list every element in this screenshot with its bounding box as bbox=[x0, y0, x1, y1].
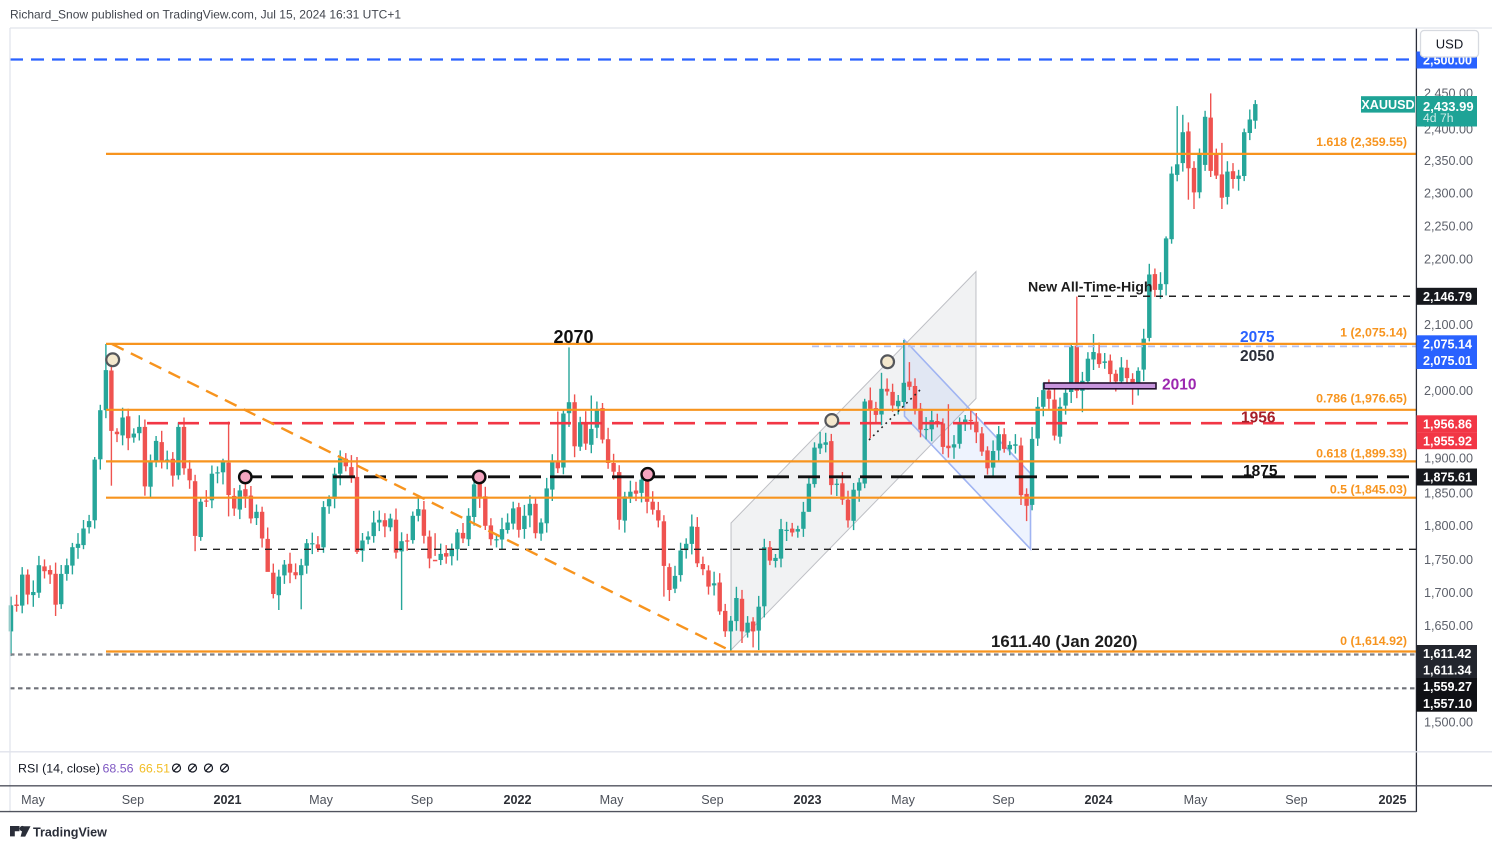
svg-text:1 (2,075.14): 1 (2,075.14) bbox=[1340, 326, 1407, 340]
svg-text:May: May bbox=[21, 793, 45, 807]
svg-text:0.618 (1,899.33): 0.618 (1,899.33) bbox=[1316, 447, 1407, 461]
svg-text:2,075.14: 2,075.14 bbox=[1423, 337, 1472, 351]
svg-text:0.5 (1,845.03): 0.5 (1,845.03) bbox=[1330, 483, 1407, 497]
svg-text:1,500.00: 1,500.00 bbox=[1424, 716, 1473, 730]
svg-text:66.51: 66.51 bbox=[139, 762, 170, 776]
svg-text:2,300.00: 2,300.00 bbox=[1424, 187, 1473, 201]
svg-text:1956: 1956 bbox=[1241, 410, 1276, 427]
svg-text:May: May bbox=[1184, 793, 1208, 807]
svg-text:2,100.00: 2,100.00 bbox=[1424, 318, 1473, 332]
svg-text:2,200.00: 2,200.00 bbox=[1424, 253, 1473, 267]
svg-text:68.56: 68.56 bbox=[103, 762, 134, 776]
svg-text:New All-Time-High: New All-Time-High bbox=[1028, 280, 1153, 296]
svg-text:1,559.27: 1,559.27 bbox=[1423, 680, 1472, 694]
svg-text:2021: 2021 bbox=[213, 793, 241, 807]
svg-text:2,350.00: 2,350.00 bbox=[1424, 154, 1473, 168]
svg-text:2075: 2075 bbox=[1240, 329, 1275, 346]
svg-text:2,146.79: 2,146.79 bbox=[1423, 290, 1472, 304]
svg-text:2023: 2023 bbox=[793, 793, 821, 807]
svg-text:2024: 2024 bbox=[1084, 793, 1112, 807]
svg-text:2025: 2025 bbox=[1378, 793, 1406, 807]
svg-text:1,900.00: 1,900.00 bbox=[1424, 452, 1473, 466]
svg-text:0 (1,614.92): 0 (1,614.92) bbox=[1340, 634, 1407, 648]
svg-text:1,850.00: 1,850.00 bbox=[1424, 487, 1473, 501]
svg-text:May: May bbox=[309, 793, 333, 807]
svg-text:Richard_Snow published on Trad: Richard_Snow published on TradingView.co… bbox=[10, 8, 401, 22]
svg-text:1,955.92: 1,955.92 bbox=[1423, 434, 1472, 448]
svg-text:TradingView: TradingView bbox=[33, 826, 107, 840]
svg-text:2,250.00: 2,250.00 bbox=[1424, 220, 1473, 234]
svg-text:Sep: Sep bbox=[701, 793, 723, 807]
svg-text:2022: 2022 bbox=[503, 793, 531, 807]
svg-text:1,611.42: 1,611.42 bbox=[1423, 647, 1471, 661]
svg-text:May: May bbox=[891, 793, 915, 807]
svg-text:Sep: Sep bbox=[1285, 793, 1307, 807]
svg-text:2050: 2050 bbox=[1240, 348, 1274, 365]
svg-text:4d 7h: 4d 7h bbox=[1423, 111, 1454, 125]
svg-text:1,650.00: 1,650.00 bbox=[1424, 619, 1473, 633]
svg-text:RSI (14, close): RSI (14, close) bbox=[18, 762, 100, 776]
svg-text:Sep: Sep bbox=[122, 793, 144, 807]
svg-text:2070: 2070 bbox=[553, 327, 593, 347]
svg-text:1.618 (2,359.55): 1.618 (2,359.55) bbox=[1316, 135, 1407, 149]
svg-text:1611.40 (Jan 2020): 1611.40 (Jan 2020) bbox=[991, 632, 1137, 651]
svg-text:1,700.00: 1,700.00 bbox=[1424, 586, 1473, 600]
svg-text:1,875.61: 1,875.61 bbox=[1423, 471, 1472, 485]
svg-text:1,800.00: 1,800.00 bbox=[1424, 519, 1473, 533]
svg-text:0.786 (1,976.65): 0.786 (1,976.65) bbox=[1316, 392, 1407, 406]
svg-text:1875: 1875 bbox=[1243, 463, 1278, 480]
svg-text:May: May bbox=[600, 793, 624, 807]
svg-text:1,611.34: 1,611.34 bbox=[1423, 663, 1471, 677]
svg-text:2,433.99: 2,433.99 bbox=[1423, 99, 1474, 114]
svg-text:USD: USD bbox=[1436, 37, 1463, 52]
svg-text:2010: 2010 bbox=[1162, 377, 1196, 394]
svg-text:Sep: Sep bbox=[411, 793, 433, 807]
svg-text:1,557.10: 1,557.10 bbox=[1423, 697, 1472, 711]
svg-text:XAUUSD: XAUUSD bbox=[1361, 98, 1414, 112]
svg-text:1,956.86: 1,956.86 bbox=[1423, 417, 1472, 431]
svg-text:2,000.00: 2,000.00 bbox=[1424, 384, 1473, 398]
svg-text:Sep: Sep bbox=[992, 793, 1014, 807]
svg-text:2,075.01: 2,075.01 bbox=[1423, 354, 1472, 368]
svg-text:1,750.00: 1,750.00 bbox=[1424, 553, 1473, 567]
